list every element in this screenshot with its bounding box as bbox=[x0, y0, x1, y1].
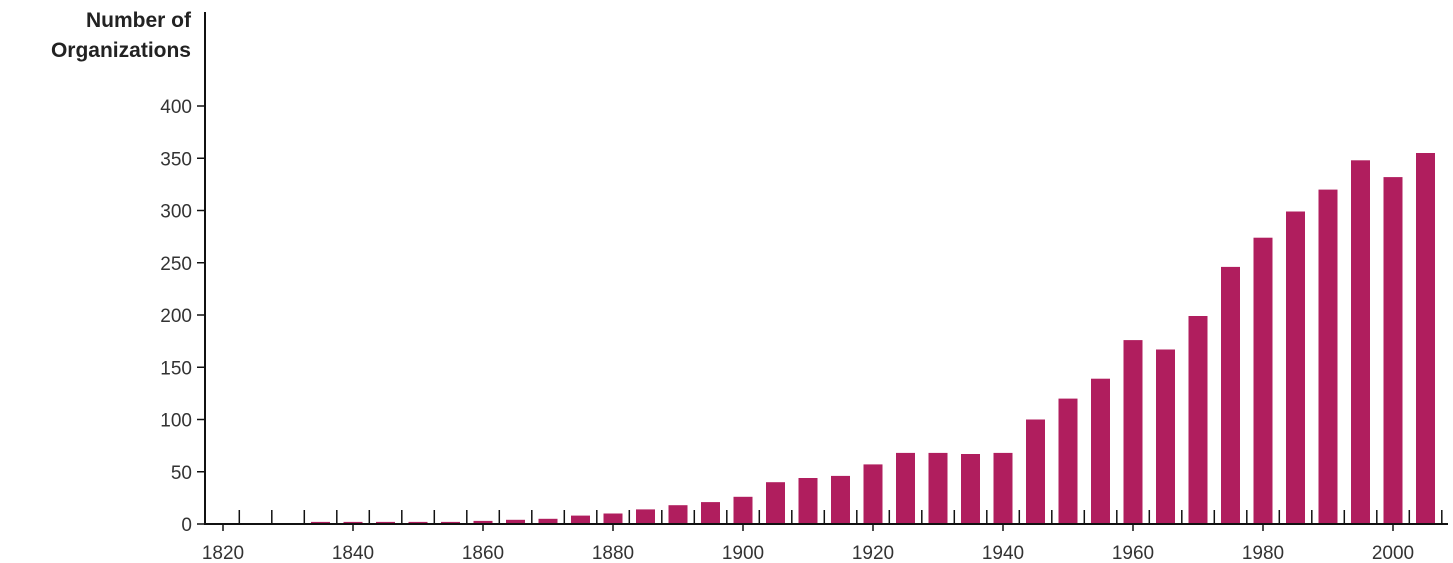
bar-1985 bbox=[1286, 211, 1305, 524]
y-tick-label-350: 350 bbox=[160, 149, 192, 170]
bar-1900 bbox=[733, 496, 753, 524]
bar-1955 bbox=[1091, 378, 1110, 524]
x-tick-label-1840: 1840 bbox=[332, 543, 374, 563]
bar-1845 bbox=[376, 521, 395, 524]
bar-1970 bbox=[1188, 316, 1208, 524]
bar-1910 bbox=[798, 478, 818, 524]
y-tick-label-0: 0 bbox=[181, 515, 192, 536]
y-tick-label-300: 300 bbox=[160, 202, 192, 223]
x-tick-label-1960: 1960 bbox=[1112, 543, 1154, 563]
y-tick-label-200: 200 bbox=[160, 306, 192, 327]
bar-1995 bbox=[1351, 160, 1370, 525]
y-ticks-group: 0 50 100 150 200 250 300 350 400 bbox=[160, 97, 205, 536]
bar-1945 bbox=[1026, 419, 1045, 524]
x-tick-label-1880: 1880 bbox=[592, 543, 634, 563]
x-tick-label-1860: 1860 bbox=[462, 543, 504, 563]
bar-1960 bbox=[1123, 340, 1143, 524]
y-tick-label-100: 100 bbox=[160, 411, 192, 432]
bar-1980 bbox=[1253, 237, 1273, 524]
y-axis-title: Number of Organizations bbox=[51, 6, 191, 66]
bar-1990 bbox=[1318, 189, 1338, 524]
y-tick-label-250: 250 bbox=[160, 254, 192, 275]
y-tick-label-50: 50 bbox=[171, 463, 192, 484]
x-ticks-group: 1820 1840 1860 1880 1900 1920 1940 1960 1980 2000 bbox=[202, 510, 1443, 563]
x-tick-label-1820: 1820 bbox=[202, 543, 244, 563]
bar-1865 bbox=[506, 519, 525, 524]
bar-1835 bbox=[311, 521, 330, 524]
bar-1870 bbox=[538, 518, 558, 524]
bar-2000 bbox=[1383, 177, 1403, 524]
bar-1950 bbox=[1058, 398, 1078, 524]
bar-1925 bbox=[896, 452, 915, 524]
bar-1920 bbox=[863, 464, 883, 524]
bar-1890 bbox=[668, 505, 688, 524]
bar-1975 bbox=[1221, 266, 1240, 524]
x-tick-label-2000: 2000 bbox=[1372, 543, 1414, 563]
y-tick-label-400: 400 bbox=[160, 97, 192, 118]
bar-1880 bbox=[603, 513, 623, 524]
bar-1915 bbox=[831, 475, 850, 524]
bars-group bbox=[213, 153, 1435, 525]
y-axis-title-line-2: Organizations bbox=[50, 39, 191, 62]
bar-1905 bbox=[766, 482, 785, 524]
bar-1855 bbox=[441, 521, 460, 524]
axes-group bbox=[204, 12, 1448, 525]
x-tick-label-1940: 1940 bbox=[982, 543, 1024, 563]
y-tick-label-150: 150 bbox=[160, 358, 192, 379]
bar-2005 bbox=[1416, 153, 1435, 524]
bar-1895 bbox=[701, 502, 720, 524]
bar-1940 bbox=[993, 452, 1013, 524]
bar-1850 bbox=[408, 521, 428, 524]
x-tick-label-1920: 1920 bbox=[852, 543, 894, 563]
y-axis-title-line-1: Number of bbox=[86, 9, 191, 32]
bar-1930 bbox=[928, 452, 948, 524]
bar-1840 bbox=[343, 521, 363, 524]
bar-1860 bbox=[473, 520, 493, 524]
x-tick-label-1900: 1900 bbox=[722, 543, 764, 563]
x-tick-label-1980: 1980 bbox=[1242, 543, 1284, 563]
bar-1885 bbox=[636, 509, 655, 524]
bar-1875 bbox=[571, 515, 590, 524]
bar-1965 bbox=[1156, 349, 1175, 524]
bar-1935 bbox=[961, 454, 980, 524]
